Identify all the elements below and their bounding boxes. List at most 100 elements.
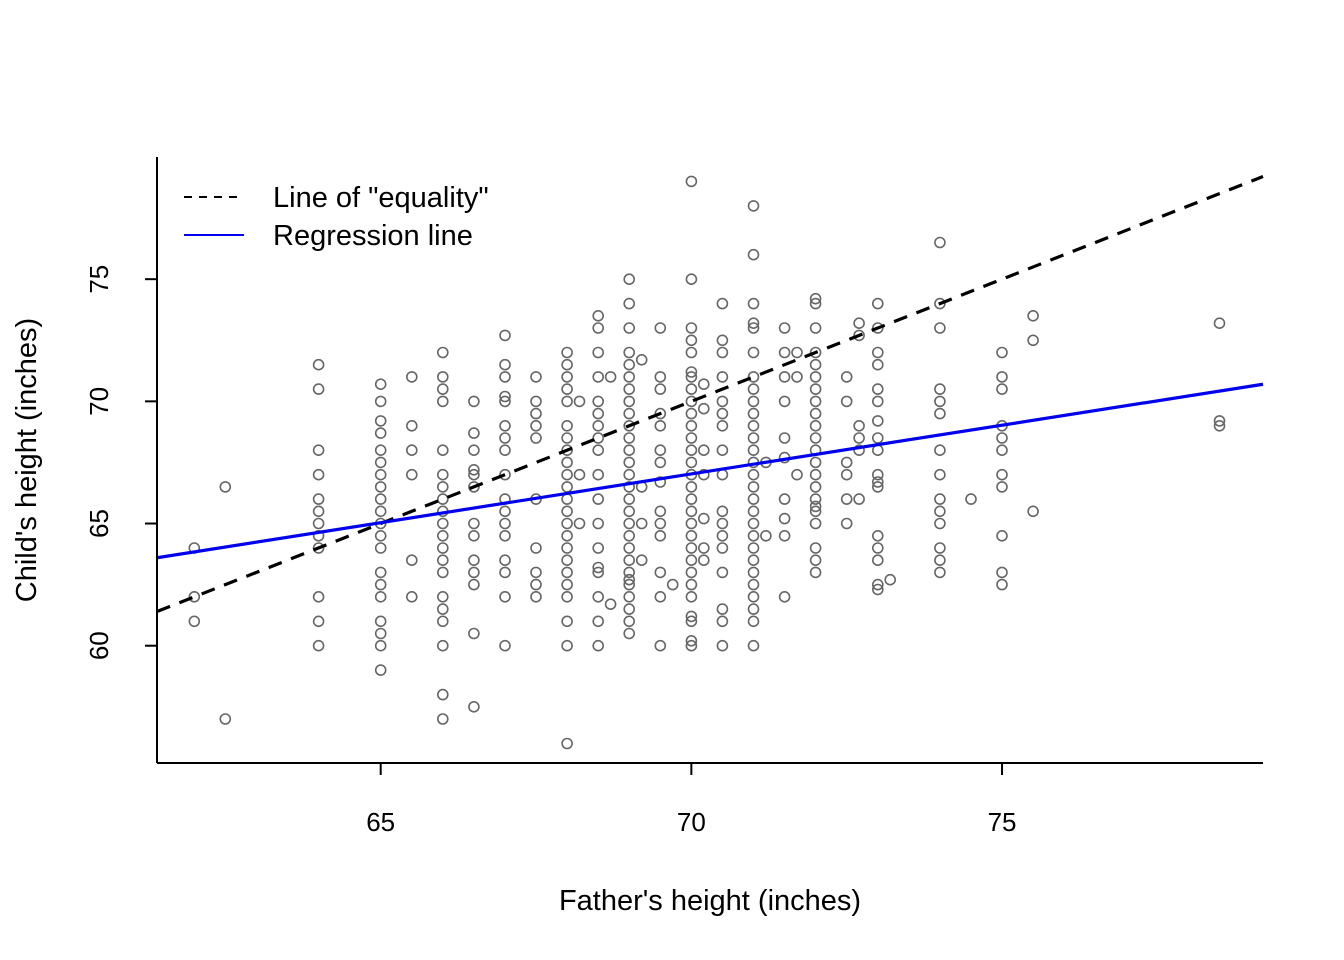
data-point [561,395,573,408]
data-point [934,468,946,481]
data-point [499,358,511,371]
data-point [716,407,729,420]
data-point [934,542,946,554]
data-point [530,432,542,444]
data-point [436,615,449,628]
data-point [561,615,573,628]
data-point [996,481,1008,493]
data-point [561,371,573,383]
data-point [685,407,698,420]
data-point [654,383,667,395]
data-point [499,444,511,457]
data-point [685,395,698,408]
data-point [853,493,865,505]
data-point [778,432,791,444]
data-point [561,639,573,652]
data-point [468,578,480,591]
data-point [468,627,480,640]
data-point [635,353,648,366]
legend-regression-label: Regression line [273,220,473,252]
data-point [996,468,1008,481]
data-point [716,505,729,518]
data-point [934,297,946,310]
data-point [809,395,822,408]
data-point [530,407,542,420]
data-point [871,529,884,542]
data-point [747,248,760,261]
data-point [530,395,542,408]
data-point [592,371,605,383]
data-point [592,561,605,574]
data-point [853,432,865,444]
data-point [561,566,573,579]
data-point [654,322,667,334]
data-point [1213,415,1226,427]
data-point [436,468,449,481]
data-point [374,468,387,481]
data-point [716,542,729,554]
data-point [778,512,791,525]
data-point [635,554,648,567]
data-point [623,456,636,469]
data-point [561,468,573,481]
data-point [778,322,791,334]
data-point [685,432,698,444]
data-point [405,590,418,603]
data-point [623,554,636,567]
data-point [747,444,760,457]
data-point [809,297,822,310]
data-point [623,603,636,615]
data-point [965,493,977,505]
data-point [405,554,418,567]
data-point [623,481,636,493]
data-point [530,419,542,432]
data-point [499,432,511,444]
data-point [573,395,586,408]
data-point [623,517,636,530]
data-point [685,371,698,383]
data-point [716,444,729,457]
data-point [468,566,480,579]
data-point [592,309,605,322]
data-point [871,383,884,395]
y-tick-label: 75 [84,265,114,294]
data-point [871,583,884,596]
fit-lines [156,175,1264,613]
data-point [809,517,822,530]
data-point [685,590,698,603]
data-point [666,578,679,591]
data-point [592,566,605,579]
data-point [685,334,698,347]
data-point [884,573,897,586]
data-point [871,476,884,488]
data-point [1027,505,1039,518]
data-point [654,371,667,383]
legend: Line of "equality" Regression line [184,182,489,252]
y-tick-label: 65 [84,509,114,538]
data-point [685,610,698,623]
data-point [592,590,605,603]
data-point [840,468,853,481]
data-point [623,615,636,628]
data-point [871,322,884,334]
data-point [561,432,573,444]
data-point [604,598,617,611]
data-point [685,444,698,457]
data-point [436,493,449,505]
data-point [374,481,387,493]
data-point [685,419,698,432]
data-point [685,346,698,359]
data-point [809,383,822,395]
data-point [499,529,511,542]
data-point [1027,334,1039,347]
y-ticks: 60 65 70 75 [84,265,157,660]
data-point [468,427,480,439]
data-point [436,395,449,408]
data-point [635,517,648,530]
data-point [561,444,573,457]
data-point [747,432,760,444]
data-point [697,512,710,525]
data-point [716,334,729,347]
data-point [312,615,325,628]
